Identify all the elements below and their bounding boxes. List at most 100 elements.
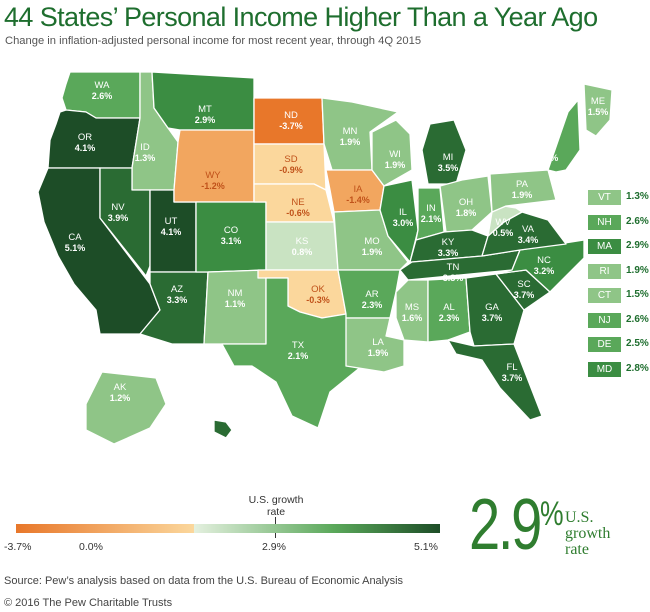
state-value-mn: 1.9%: [340, 137, 361, 147]
state-hi: [213, 419, 233, 439]
state-value-nv: 3.9%: [108, 213, 129, 223]
state-code-al: AL: [443, 302, 455, 313]
state-code-nc: NC: [537, 255, 551, 266]
state-code-va: VA: [522, 224, 535, 235]
state-code-wa: WA: [95, 80, 111, 91]
state-code-wv: WV: [495, 217, 511, 228]
state-value-pa: 1.9%: [512, 190, 533, 200]
small-state-code-vt: VT: [588, 190, 621, 205]
small-state-row-ct: CT 1.5%: [588, 288, 649, 303]
map-subtitle: Change in inflation-adjusted personal in…: [5, 35, 422, 47]
state-code-fl: FL: [506, 362, 517, 373]
us-growth-label-line2: growth: [565, 525, 611, 542]
state-al: [427, 277, 471, 343]
state-code-ny: NY: [541, 142, 555, 153]
state-code-ks: KS: [296, 236, 309, 247]
state-me: [583, 83, 613, 137]
legend-color-bar: [16, 524, 440, 533]
state-tx: [221, 277, 363, 429]
state-code-pa: PA: [516, 179, 529, 190]
small-state-value-nj: 2.6%: [626, 313, 649, 325]
state-code-nd: ND: [284, 110, 298, 121]
state-value-or: 4.1%: [75, 143, 96, 153]
small-state-row-ri: RI 1.9%: [588, 263, 649, 279]
state-code-ga: GA: [485, 302, 499, 313]
us-growth-value: 2.9%: [469, 484, 564, 566]
state-code-id: ID: [140, 142, 150, 153]
us-growth-unit: %: [540, 495, 564, 533]
small-state-code-ri: RI: [588, 263, 621, 279]
state-value-ms: 1.6%: [402, 313, 423, 323]
state-value-ga: 3.7%: [482, 313, 503, 323]
state-value-me: 1.5%: [588, 107, 609, 117]
state-code-ky: KY: [442, 237, 455, 248]
small-state-value-vt: 1.3%: [626, 191, 649, 202]
state-value-ia: -1.4%: [346, 195, 370, 205]
state-code-ca: CA: [68, 232, 82, 243]
small-state-row-md: MD 2.8%: [588, 361, 649, 377]
small-state-code-md: MD: [588, 361, 621, 377]
state-value-mt: 2.9%: [195, 115, 216, 125]
small-state-value-ct: 1.5%: [626, 289, 649, 300]
state-code-tx: TX: [292, 340, 305, 351]
state-pa: [489, 169, 557, 213]
state-code-la: LA: [372, 337, 384, 348]
source-note: Source: Pew’s analysis based on data fro…: [4, 575, 404, 587]
legend-tick-min: -3.7%: [4, 541, 32, 553]
legend-tick-zero: 0.0%: [79, 541, 103, 553]
state-value-wi: 1.9%: [385, 160, 406, 170]
small-state-row-ma: MA 2.9%: [588, 239, 649, 254]
state-value-nm: 1.1%: [225, 299, 246, 309]
state-code-sd: SD: [284, 154, 297, 165]
state-value-tx: 2.1%: [288, 351, 309, 361]
state-value-ks: 0.8%: [292, 247, 313, 257]
state-code-ak: AK: [114, 382, 127, 393]
small-state-code-nj: NJ: [588, 312, 621, 328]
state-code-ia: IA: [354, 184, 364, 195]
state-value-id: 1.3%: [135, 153, 156, 163]
state-code-wi: WI: [389, 149, 401, 160]
state-code-mi: MI: [443, 152, 454, 163]
state-value-wy: -1.2%: [201, 181, 225, 191]
small-state-code-de: DE: [588, 337, 621, 352]
state-value-mo: 1.9%: [362, 247, 383, 257]
state-code-nv: NV: [111, 202, 125, 213]
state-ak: [85, 371, 167, 445]
state-code-in: IN: [426, 203, 436, 214]
state-code-nm: NM: [228, 288, 243, 299]
small-state-value-nh: 2.6%: [626, 215, 649, 227]
state-value-il: 3.0%: [393, 218, 414, 228]
state-value-tn: 3.8%: [443, 273, 464, 283]
state-value-ut: 4.1%: [161, 227, 182, 237]
state-value-oh: 1.8%: [456, 208, 477, 218]
state-value-ny: 2.5%: [538, 153, 559, 163]
state-code-il: IL: [399, 207, 407, 218]
state-code-wy: WY: [205, 170, 221, 181]
state-code-or: OR: [78, 132, 92, 143]
state-value-al: 2.3%: [439, 313, 460, 323]
small-state-row-nh: NH 2.6%: [588, 214, 649, 230]
state-value-az: 3.3%: [167, 295, 188, 305]
state-value-hi: 3.5%: [223, 450, 244, 460]
state-value-ak: 1.2%: [110, 393, 131, 403]
state-value-ca: 5.1%: [65, 243, 86, 253]
state-wy: [173, 129, 255, 203]
state-code-ne: NE: [291, 197, 304, 208]
state-code-ok: OK: [311, 284, 325, 295]
small-state-value-md: 2.8%: [626, 362, 649, 374]
state-value-ky: 3.3%: [438, 248, 459, 258]
state-code-me: ME: [591, 96, 605, 107]
state-value-nc: 3.2%: [534, 266, 555, 276]
small-state-row-nj: NJ 2.6%: [588, 312, 649, 328]
small-state-value-de: 2.5%: [626, 338, 649, 349]
state-code-az: AZ: [171, 284, 183, 295]
state-value-in: 2.1%: [421, 214, 442, 224]
state-code-oh: OH: [459, 197, 473, 208]
legend-tick-max: 5.1%: [414, 541, 438, 553]
legend-caption: U.S. growth rate: [248, 494, 304, 518]
state-code-ar: AR: [365, 289, 378, 300]
state-code-ut: UT: [165, 216, 178, 227]
us-growth-label: U.S. growth rate: [565, 510, 610, 558]
state-value-wv: 0.5%: [493, 228, 514, 238]
small-state-value-ri: 1.9%: [626, 264, 649, 276]
